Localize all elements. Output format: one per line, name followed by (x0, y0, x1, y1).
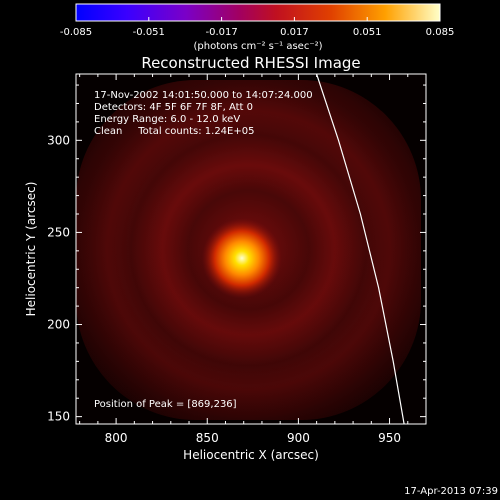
x-axis-label: Heliocentric X (arcsec) (183, 448, 319, 462)
image-area (76, 74, 426, 424)
y-axis: 150 200 250 300 (47, 84, 426, 424)
solar-limb-curve (316, 74, 405, 424)
annotation-line: Detectors: 4F 5F 6F 7F 8F, Att 0 (94, 102, 253, 113)
colorbar-tick-label: 0.051 (353, 27, 382, 38)
peak-position-label: Position of Peak = [869,236] (94, 399, 237, 410)
chart-title: Reconstructed RHESSI Image (141, 54, 360, 72)
x-tick-label: 950 (378, 431, 401, 445)
x-axis: 800 850 900 950 (79, 74, 427, 445)
plot-frame (75, 73, 427, 425)
colorbar-tick-label: 0.017 (280, 27, 309, 38)
x-tick-label: 850 (196, 431, 219, 445)
annotation-line: Clean Total counts: 1.24E+05 (94, 126, 254, 137)
annotation-line: Energy Range: 6.0 - 12.0 keV (94, 114, 240, 125)
colorbar-tick-label: -0.085 (60, 27, 92, 38)
y-tick-label: 250 (47, 225, 70, 239)
peak-source (201, 218, 282, 299)
y-tick-label: 300 (47, 133, 70, 147)
annotation-line: 17-Nov-2002 14:01:50.000 to 14:07:24.000 (94, 90, 313, 101)
colorbar-unit-label: (photons cm⁻² s⁻¹ asec⁻²) (193, 41, 322, 52)
colorbar-tick-label: -0.051 (133, 27, 165, 38)
colorbar-tick-label: -0.017 (205, 27, 237, 38)
colorbar-ticks: -0.085 -0.051 -0.017 0.017 0.051 0.085 (60, 17, 454, 38)
colorbar-gradient (75, 3, 441, 22)
annotations: 17-Nov-2002 14:01:50.000 to 14:07:24.000… (94, 90, 313, 137)
y-tick-label: 200 (47, 318, 70, 332)
y-tick-label: 150 (47, 410, 70, 424)
colorbar: -0.085 -0.051 -0.017 0.017 0.051 0.085 (photo… (60, 3, 454, 52)
x-tick-label: 900 (287, 431, 310, 445)
footer-timestamp: 17-Apr-2013 07:39 (404, 486, 498, 497)
x-tick-label: 800 (105, 431, 128, 445)
colorbar-tick-label: 0.085 (426, 27, 455, 38)
y-axis-label: Heliocentric Y (arcsec) (24, 182, 38, 317)
